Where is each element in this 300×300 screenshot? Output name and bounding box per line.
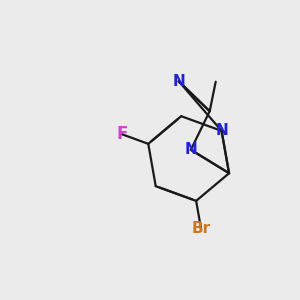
Text: Br: Br xyxy=(191,221,211,236)
Text: N: N xyxy=(184,142,197,157)
Text: N: N xyxy=(215,123,228,138)
Text: N: N xyxy=(172,74,185,89)
Text: F: F xyxy=(116,125,128,143)
